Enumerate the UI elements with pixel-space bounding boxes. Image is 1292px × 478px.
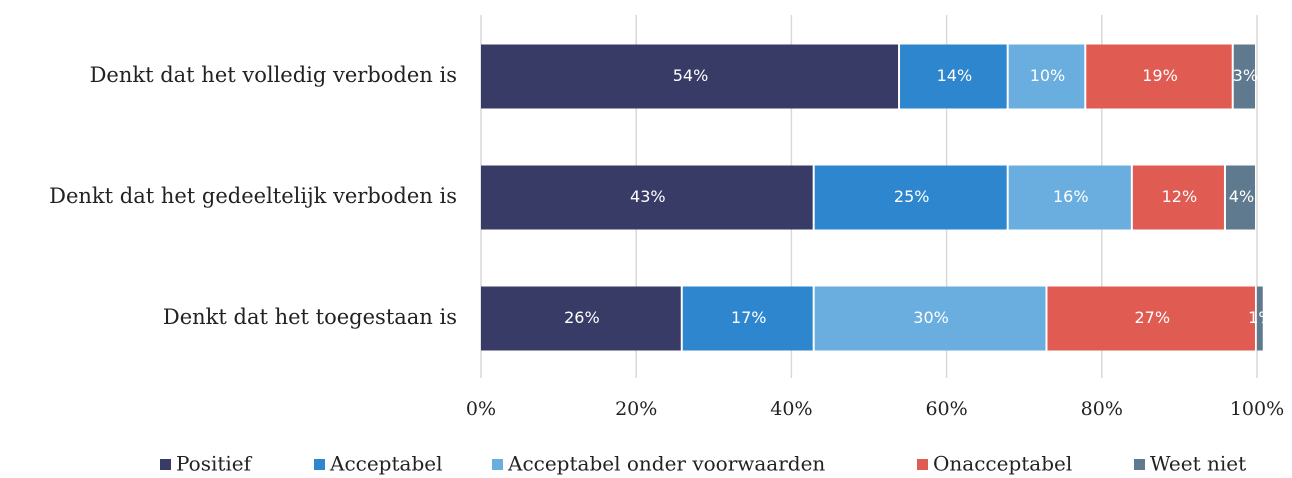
legend-label: Acceptabel <box>329 452 442 476</box>
x-tick-label: 60% <box>925 398 967 420</box>
y-tick-label: Denkt dat het volledig verboden is <box>90 63 457 87</box>
legend-swatch <box>1134 459 1145 470</box>
data-label: 43% <box>630 187 666 206</box>
bar-segment <box>481 286 681 351</box>
bar-segment <box>1008 165 1131 230</box>
bar-segment <box>1132 165 1224 230</box>
y-tick-label: Denkt dat het toegestaan is <box>163 305 457 329</box>
legend-label: Onacceptabel <box>933 452 1072 476</box>
data-label: 1% <box>1248 308 1273 327</box>
data-label: 3% <box>1233 66 1258 85</box>
x-tick-label: 20% <box>615 398 657 420</box>
x-tick-label: 40% <box>770 398 812 420</box>
legend-label: Acceptabel onder voorwaarden <box>507 452 825 476</box>
bar-segment <box>814 165 1007 230</box>
bar-segment <box>1225 165 1255 230</box>
bar-segment <box>1233 44 1255 109</box>
data-label: 12% <box>1162 187 1198 206</box>
data-label: 14% <box>937 66 973 85</box>
x-tick-label: 80% <box>1081 398 1123 420</box>
y-tick-label: Denkt dat het gedeeltelijk verboden is <box>49 184 457 208</box>
data-label: 26% <box>564 308 600 327</box>
bar-segment <box>481 165 813 230</box>
bar-segment <box>1086 44 1232 109</box>
legend-label: Positief <box>176 452 253 476</box>
data-label: 30% <box>913 308 949 327</box>
data-label: 27% <box>1134 308 1170 327</box>
legend-swatch <box>917 459 928 470</box>
data-label: 25% <box>894 187 930 206</box>
legend-label: Weet niet <box>1150 452 1246 476</box>
data-label: 4% <box>1229 187 1254 206</box>
x-tick-label: 100% <box>1230 398 1284 420</box>
legend-swatch <box>314 459 325 470</box>
data-label: 54% <box>673 66 709 85</box>
data-label: 16% <box>1053 187 1089 206</box>
data-label: 19% <box>1142 66 1178 85</box>
bar-segment <box>1047 286 1255 351</box>
bar-segment <box>1008 44 1085 109</box>
bar-segment <box>814 286 1046 351</box>
data-label: 17% <box>731 308 767 327</box>
legend-swatch <box>492 459 503 470</box>
legend-swatch <box>160 459 171 470</box>
bar-segment <box>1257 286 1263 351</box>
bar-segment <box>900 44 1007 109</box>
bar-segment <box>682 286 813 351</box>
bar-segment <box>481 44 899 109</box>
data-label: 10% <box>1030 66 1066 85</box>
x-tick-label: 0% <box>466 398 496 420</box>
